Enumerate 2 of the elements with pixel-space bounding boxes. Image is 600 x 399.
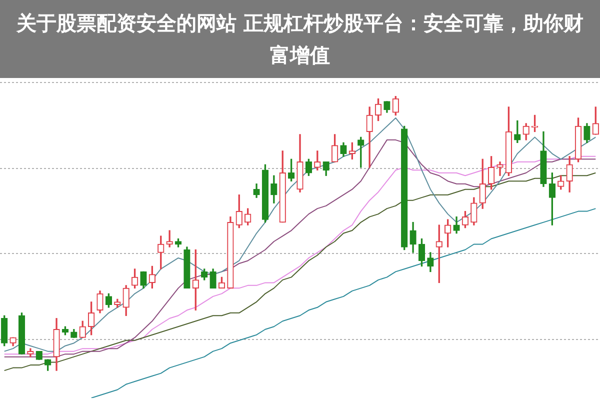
candlestick — [166, 230, 173, 248]
chart-title: 关于股票配资安全的网站 正规杠杆炒股平台：安全可靠，助你财富增值 — [0, 0, 600, 78]
